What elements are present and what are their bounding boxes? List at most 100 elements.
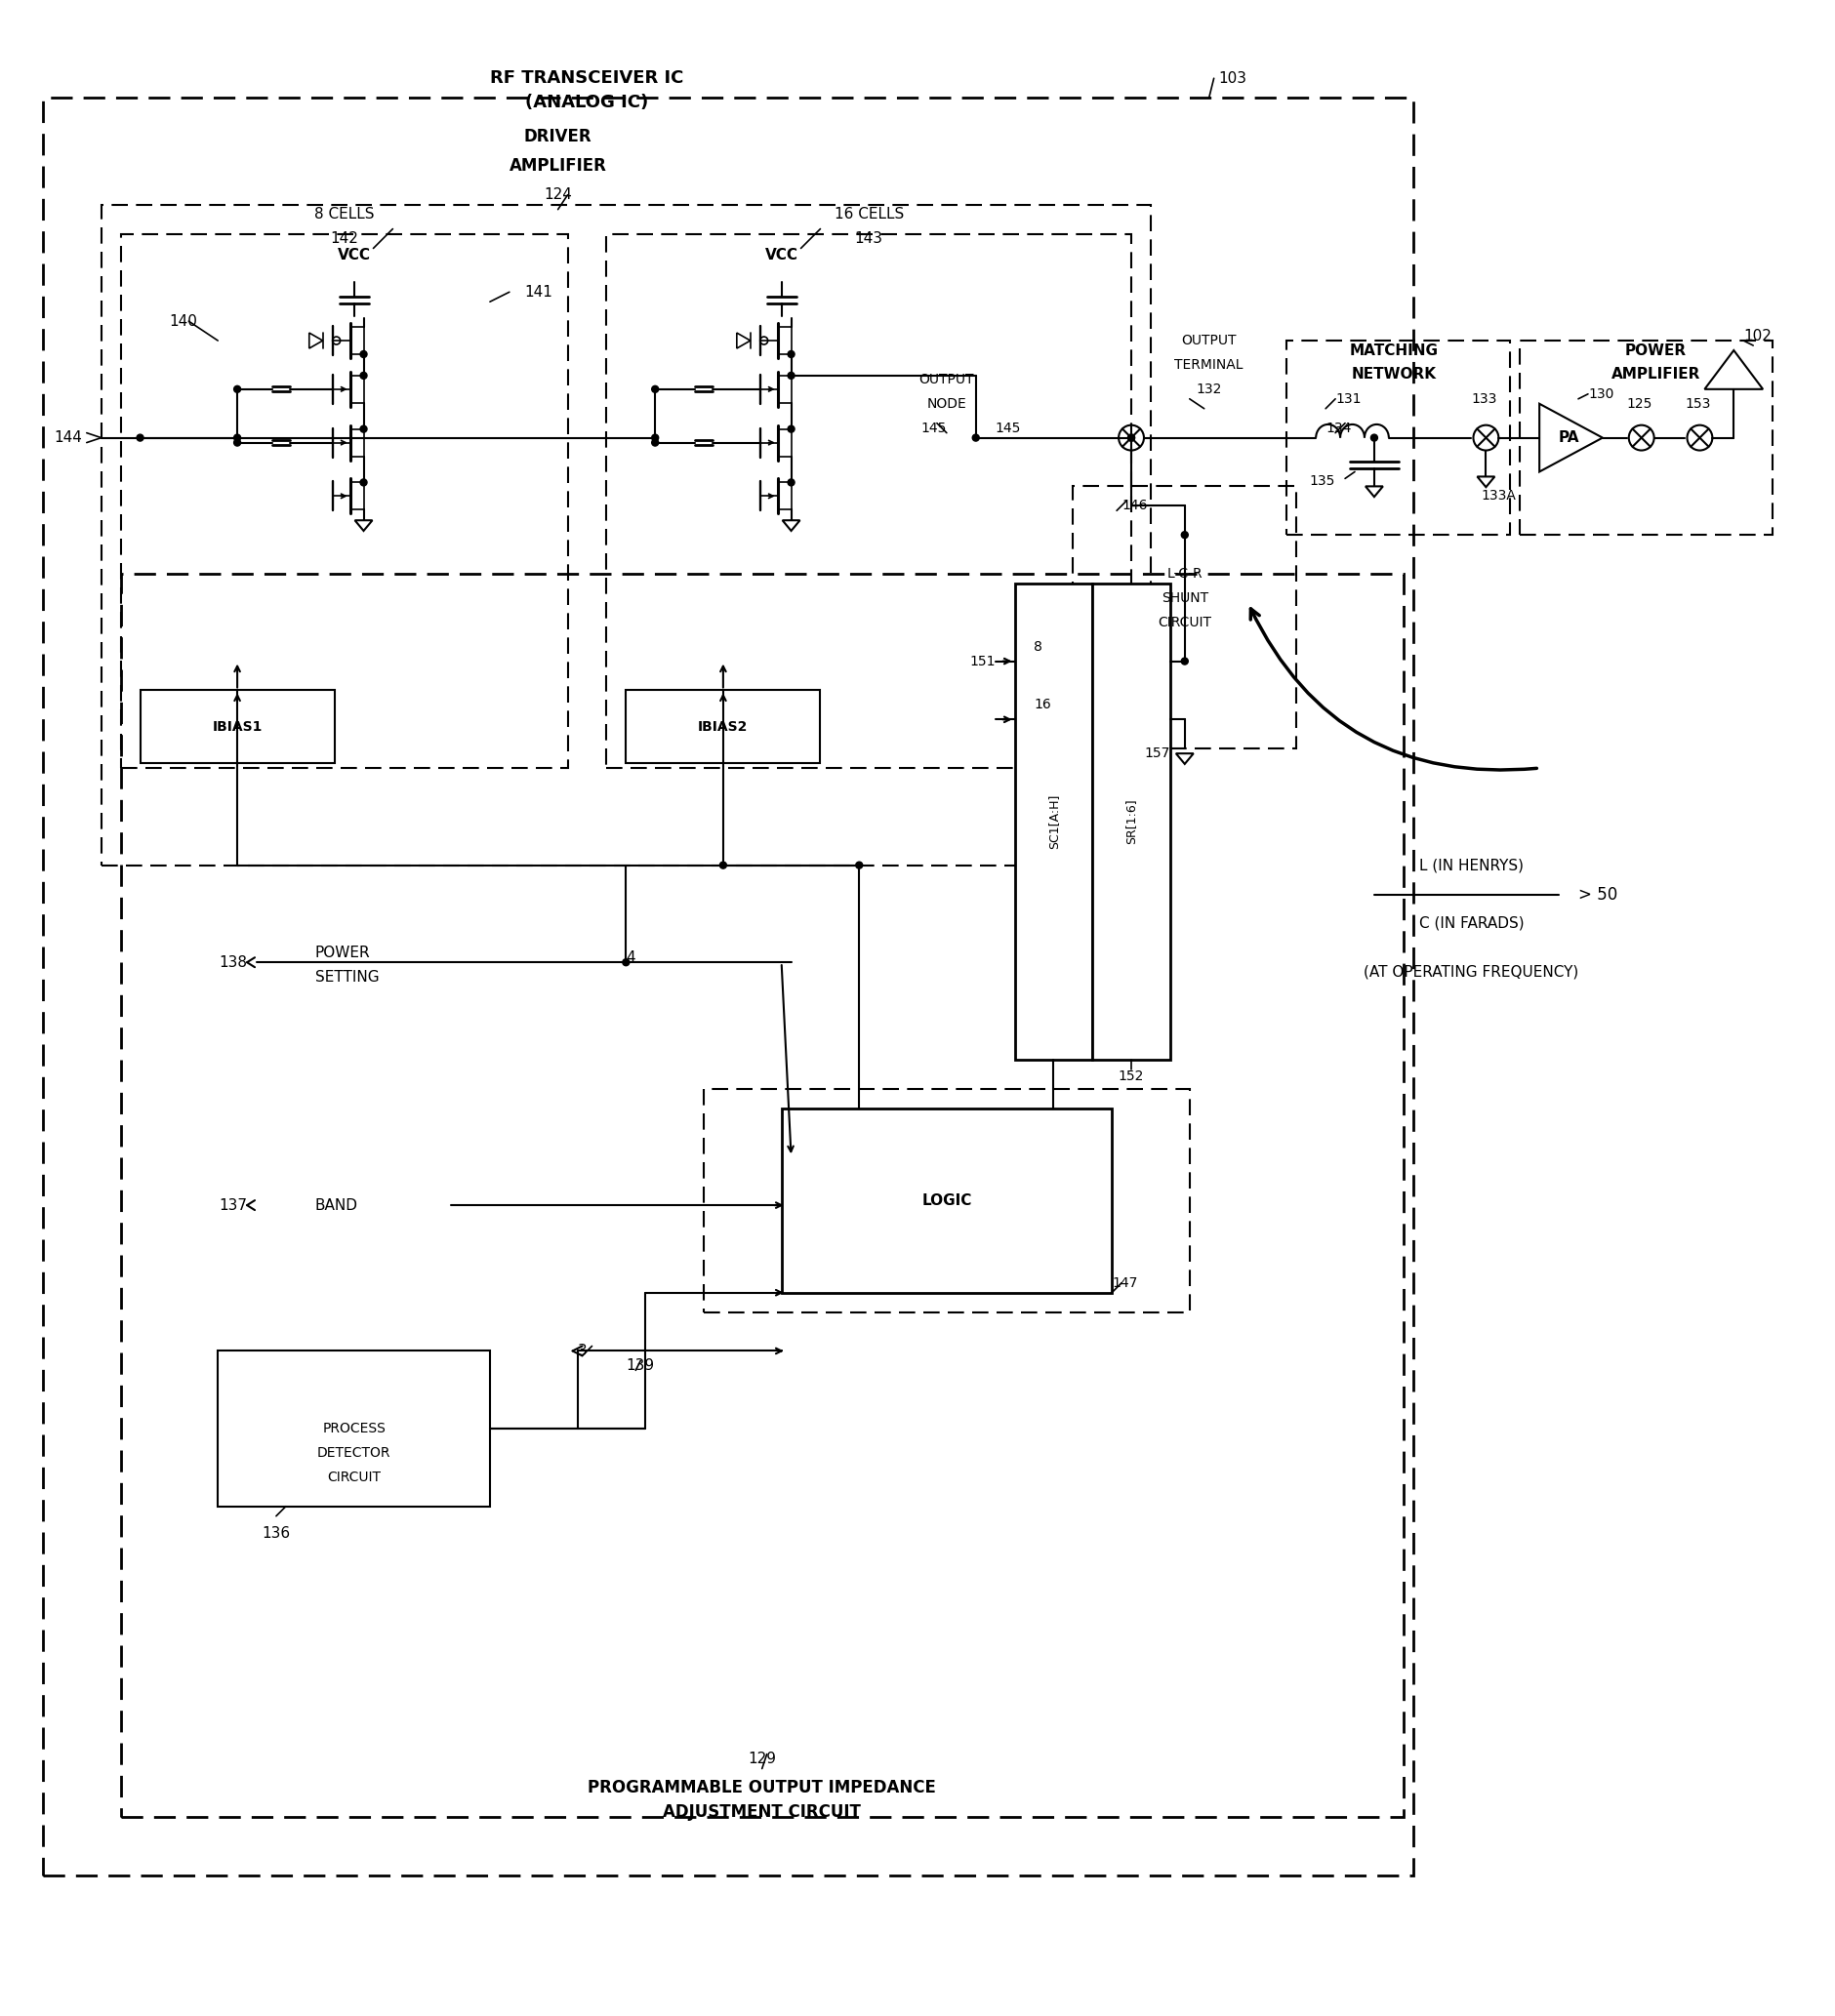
- Circle shape: [233, 439, 240, 446]
- Text: TERMINAL: TERMINAL: [1174, 359, 1244, 371]
- Text: PA: PA: [1558, 431, 1580, 446]
- Text: 130: 130: [1587, 387, 1613, 401]
- Bar: [1092, 583, 1171, 1060]
- Circle shape: [719, 861, 727, 869]
- Text: 124: 124: [543, 187, 573, 202]
- Text: (ANALOG IC): (ANALOG IC): [525, 95, 650, 111]
- Text: PROCESS: PROCESS: [323, 1421, 385, 1435]
- Circle shape: [651, 439, 659, 446]
- Circle shape: [360, 351, 367, 357]
- Bar: [139, 689, 334, 764]
- Text: L-C-R: L-C-R: [1167, 566, 1202, 581]
- Circle shape: [1129, 433, 1134, 442]
- Bar: [42, 97, 1413, 1875]
- Text: POWER: POWER: [1626, 343, 1686, 357]
- Text: 132: 132: [1196, 383, 1222, 395]
- Circle shape: [973, 433, 980, 442]
- Circle shape: [360, 425, 367, 431]
- Text: 16: 16: [1035, 698, 1051, 712]
- Text: 157: 157: [1145, 746, 1171, 760]
- Text: > 50: > 50: [1578, 885, 1618, 903]
- Text: BAND: BAND: [316, 1198, 358, 1212]
- Text: CIRCUIT: CIRCUIT: [327, 1470, 380, 1484]
- Text: IBIAS2: IBIAS2: [697, 720, 749, 734]
- Text: ADJUSTMENT CIRCUIT: ADJUSTMENT CIRCUIT: [662, 1804, 861, 1820]
- Circle shape: [787, 480, 795, 486]
- Text: 16 CELLS: 16 CELLS: [835, 208, 903, 222]
- Bar: [218, 1351, 490, 1506]
- Text: 125: 125: [1628, 397, 1653, 411]
- Text: 133A: 133A: [1481, 490, 1516, 502]
- Text: 147: 147: [1112, 1276, 1138, 1290]
- Text: 140: 140: [169, 314, 198, 329]
- Bar: [1519, 341, 1773, 534]
- Text: MATCHING: MATCHING: [1349, 343, 1439, 357]
- Text: 153: 153: [1685, 397, 1710, 411]
- Text: 146: 146: [1121, 498, 1147, 512]
- Text: SR[1:6]: SR[1:6]: [1125, 798, 1138, 845]
- Text: 4: 4: [626, 950, 635, 966]
- Bar: [121, 234, 567, 768]
- Circle shape: [360, 480, 367, 486]
- Circle shape: [622, 960, 629, 966]
- Text: DETECTOR: DETECTOR: [317, 1445, 391, 1460]
- Text: 151: 151: [969, 655, 995, 667]
- Text: RF TRANSCEIVER IC: RF TRANSCEIVER IC: [490, 69, 684, 87]
- Circle shape: [1129, 433, 1134, 442]
- Text: DRIVER: DRIVER: [525, 127, 593, 145]
- Bar: [1286, 341, 1510, 534]
- Text: 144: 144: [53, 431, 83, 446]
- Circle shape: [1182, 657, 1187, 665]
- Circle shape: [787, 425, 795, 431]
- Circle shape: [651, 385, 659, 393]
- Circle shape: [855, 861, 862, 869]
- Circle shape: [360, 373, 367, 379]
- Circle shape: [138, 433, 143, 442]
- Bar: [626, 689, 820, 764]
- Text: 152: 152: [1118, 1068, 1145, 1083]
- Bar: [782, 1109, 1112, 1292]
- Text: 135: 135: [1310, 474, 1336, 488]
- Text: 138: 138: [218, 956, 248, 970]
- Text: OUTPUT: OUTPUT: [1182, 335, 1237, 347]
- Text: (AT OPERATING FREQUENCY): (AT OPERATING FREQUENCY): [1363, 966, 1578, 980]
- Text: 102: 102: [1743, 329, 1771, 343]
- Circle shape: [787, 373, 795, 379]
- Text: VCC: VCC: [765, 248, 798, 262]
- Text: 141: 141: [525, 284, 552, 298]
- Text: POWER: POWER: [316, 946, 371, 960]
- Text: IBIAS1: IBIAS1: [213, 720, 262, 734]
- Circle shape: [651, 433, 659, 442]
- Text: 145: 145: [921, 421, 947, 435]
- Text: NODE: NODE: [927, 397, 967, 411]
- Text: AMPLIFIER: AMPLIFIER: [1611, 367, 1701, 381]
- Text: AMPLIFIER: AMPLIFIER: [510, 157, 607, 175]
- Text: 137: 137: [218, 1198, 248, 1212]
- Bar: [703, 1089, 1189, 1312]
- Text: CIRCUIT: CIRCUIT: [1158, 615, 1211, 629]
- Text: SHUNT: SHUNT: [1162, 591, 1207, 605]
- Text: VCC: VCC: [338, 248, 371, 262]
- Text: L (IN HENRYS): L (IN HENRYS): [1418, 859, 1523, 873]
- Text: LOGIC: LOGIC: [921, 1193, 973, 1208]
- Text: 134: 134: [1325, 421, 1351, 435]
- Bar: [101, 204, 1151, 865]
- Bar: [121, 575, 1404, 1816]
- Text: SETTING: SETTING: [316, 970, 380, 984]
- Text: 145: 145: [995, 421, 1020, 435]
- Polygon shape: [1540, 403, 1602, 472]
- Circle shape: [1371, 433, 1378, 442]
- Circle shape: [233, 433, 240, 442]
- Text: PROGRAMMABLE OUTPUT IMPEDANCE: PROGRAMMABLE OUTPUT IMPEDANCE: [587, 1780, 936, 1796]
- Text: 143: 143: [855, 232, 883, 246]
- Bar: [1015, 583, 1092, 1060]
- Text: SC1[A:H]: SC1[A:H]: [1048, 794, 1061, 849]
- Text: 8: 8: [1035, 639, 1042, 653]
- Circle shape: [787, 351, 795, 357]
- Bar: [1073, 486, 1297, 748]
- Text: 103: 103: [1218, 71, 1248, 85]
- Text: 136: 136: [262, 1526, 290, 1540]
- Text: 129: 129: [749, 1752, 776, 1766]
- Text: C (IN FARADS): C (IN FARADS): [1418, 915, 1523, 931]
- Text: 3: 3: [578, 1343, 587, 1359]
